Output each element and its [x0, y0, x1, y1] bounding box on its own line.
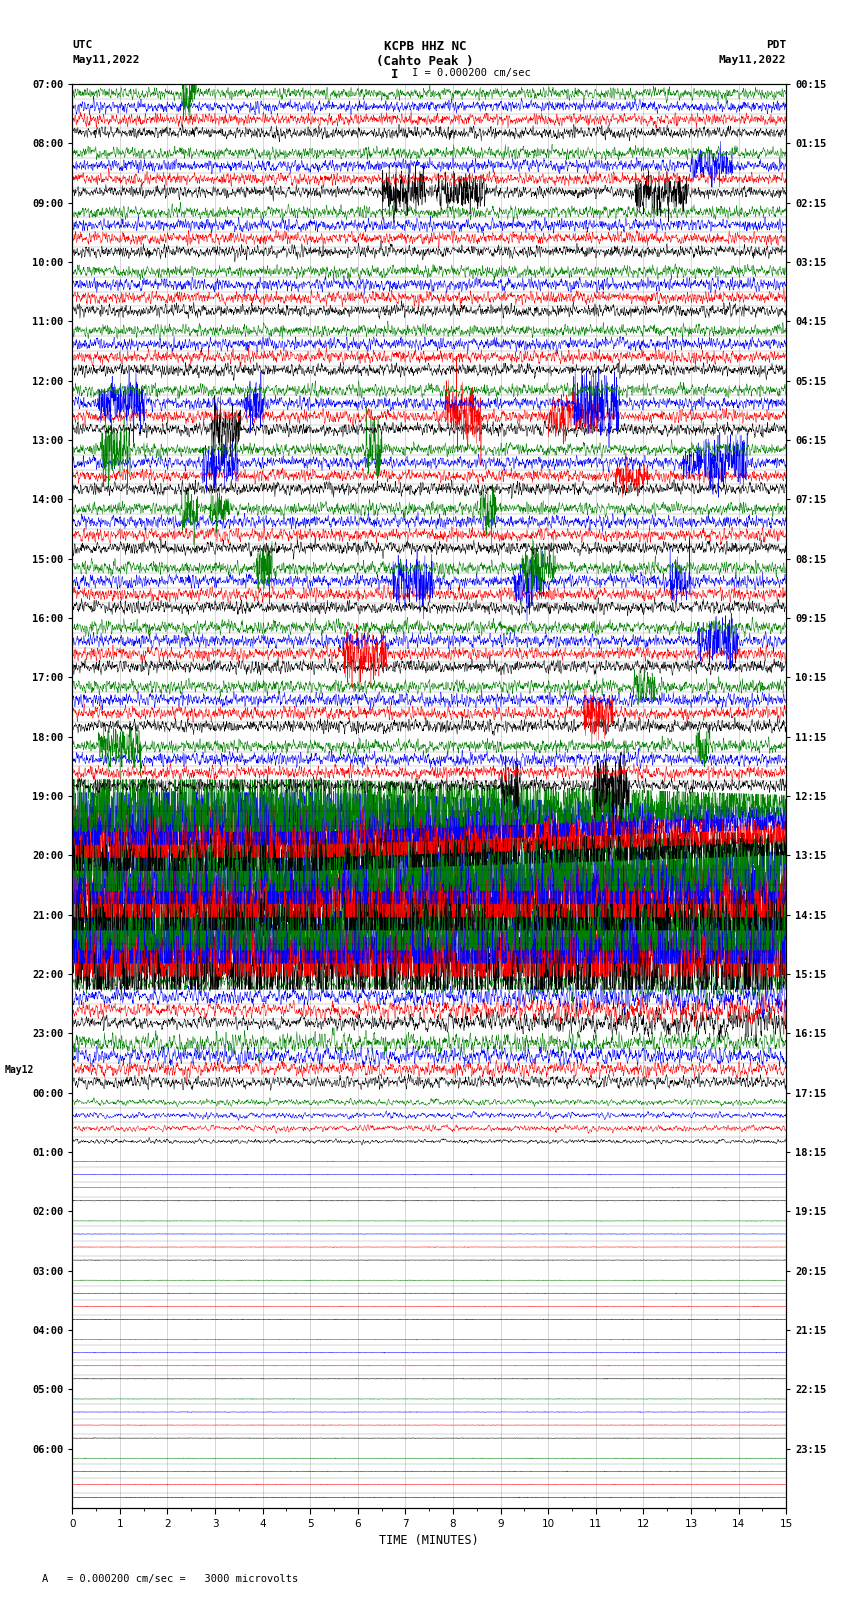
Text: (Cahto Peak ): (Cahto Peak ): [377, 55, 473, 68]
Text: UTC: UTC: [72, 40, 93, 50]
Text: May11,2022: May11,2022: [719, 55, 786, 65]
Text: I: I: [391, 68, 398, 81]
X-axis label: TIME (MINUTES): TIME (MINUTES): [379, 1534, 479, 1547]
Text: A   = 0.000200 cm/sec =   3000 microvolts: A = 0.000200 cm/sec = 3000 microvolts: [42, 1574, 298, 1584]
Text: I = 0.000200 cm/sec: I = 0.000200 cm/sec: [412, 68, 531, 77]
Text: KCPB HHZ NC: KCPB HHZ NC: [383, 40, 467, 53]
Text: May12: May12: [5, 1065, 34, 1074]
Text: May11,2022: May11,2022: [72, 55, 139, 65]
Text: PDT: PDT: [766, 40, 786, 50]
